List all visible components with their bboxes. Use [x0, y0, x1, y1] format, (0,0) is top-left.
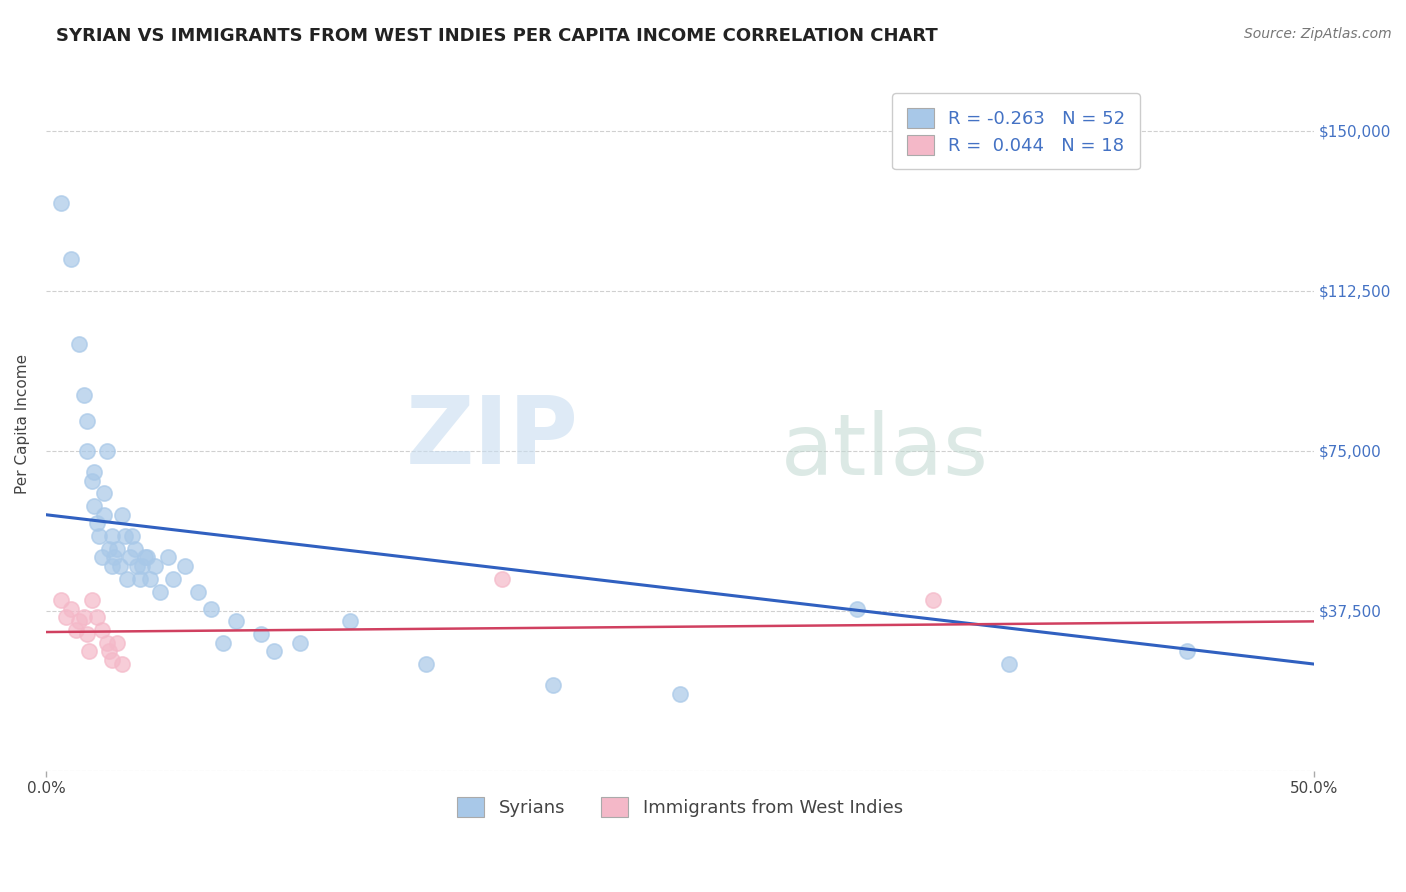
Point [156, 550, 179, 565]
Point [491, 572, 513, 586]
Point [65, 623, 87, 637]
Point [134, 550, 156, 565]
Point [143, 558, 166, 573]
Point [124, 541, 146, 556]
Point [83, 465, 105, 479]
Point [90, 550, 112, 565]
Point [83, 499, 105, 513]
Legend: Syrians, Immigrants from West Indies: Syrians, Immigrants from West Indies [450, 789, 910, 824]
Text: SYRIAN VS IMMIGRANTS FROM WEST INDIES PER CAPITA INCOME CORRELATION CHART: SYRIAN VS IMMIGRANTS FROM WEST INDIES PE… [56, 27, 938, 45]
Point [105, 541, 128, 556]
Point [339, 615, 361, 629]
Point [114, 529, 136, 543]
Point [212, 636, 235, 650]
Point [108, 558, 131, 573]
Point [73, 610, 96, 624]
Point [80, 593, 103, 607]
Point [93, 508, 115, 522]
Point [174, 558, 197, 573]
Point [101, 558, 124, 573]
Point [111, 508, 134, 522]
Point [149, 584, 172, 599]
Point [51, 593, 73, 607]
Point [127, 558, 149, 573]
Point [96, 636, 118, 650]
Point [250, 627, 273, 641]
Point [263, 644, 285, 658]
Point [131, 558, 153, 573]
Point [67, 615, 90, 629]
Point [89, 529, 111, 543]
Point [60, 252, 83, 266]
Point [98, 644, 121, 658]
Point [93, 486, 115, 500]
Point [669, 687, 692, 701]
Point [200, 601, 222, 615]
Point [998, 657, 1021, 671]
Point [1175, 644, 1198, 658]
Point [162, 572, 184, 586]
Point [80, 474, 103, 488]
Text: ZIP: ZIP [405, 392, 578, 484]
Point [225, 615, 247, 629]
Point [111, 657, 134, 671]
Point [922, 593, 945, 607]
Y-axis label: Per Capita Income: Per Capita Income [15, 354, 30, 494]
Point [103, 550, 125, 565]
Point [541, 678, 564, 692]
Point [73, 388, 96, 402]
Text: atlas: atlas [782, 410, 990, 493]
Point [118, 550, 141, 565]
Point [128, 572, 150, 586]
Point [96, 443, 118, 458]
Point [187, 584, 209, 599]
Point [115, 572, 138, 586]
Point [51, 196, 73, 211]
Point [86, 516, 108, 531]
Point [101, 653, 124, 667]
Point [415, 657, 437, 671]
Point [846, 601, 869, 615]
Point [101, 529, 124, 543]
Point [86, 610, 108, 624]
Point [76, 414, 98, 428]
Point [67, 337, 90, 351]
Point [60, 601, 83, 615]
Point [105, 636, 128, 650]
Point [90, 623, 112, 637]
Point [77, 644, 100, 658]
Point [139, 572, 162, 586]
Point [288, 636, 311, 650]
Point [98, 541, 121, 556]
Point [136, 550, 159, 565]
Point [76, 443, 98, 458]
Point [121, 529, 143, 543]
Point [55, 610, 77, 624]
Point [76, 627, 98, 641]
Text: Source: ZipAtlas.com: Source: ZipAtlas.com [1244, 27, 1392, 41]
